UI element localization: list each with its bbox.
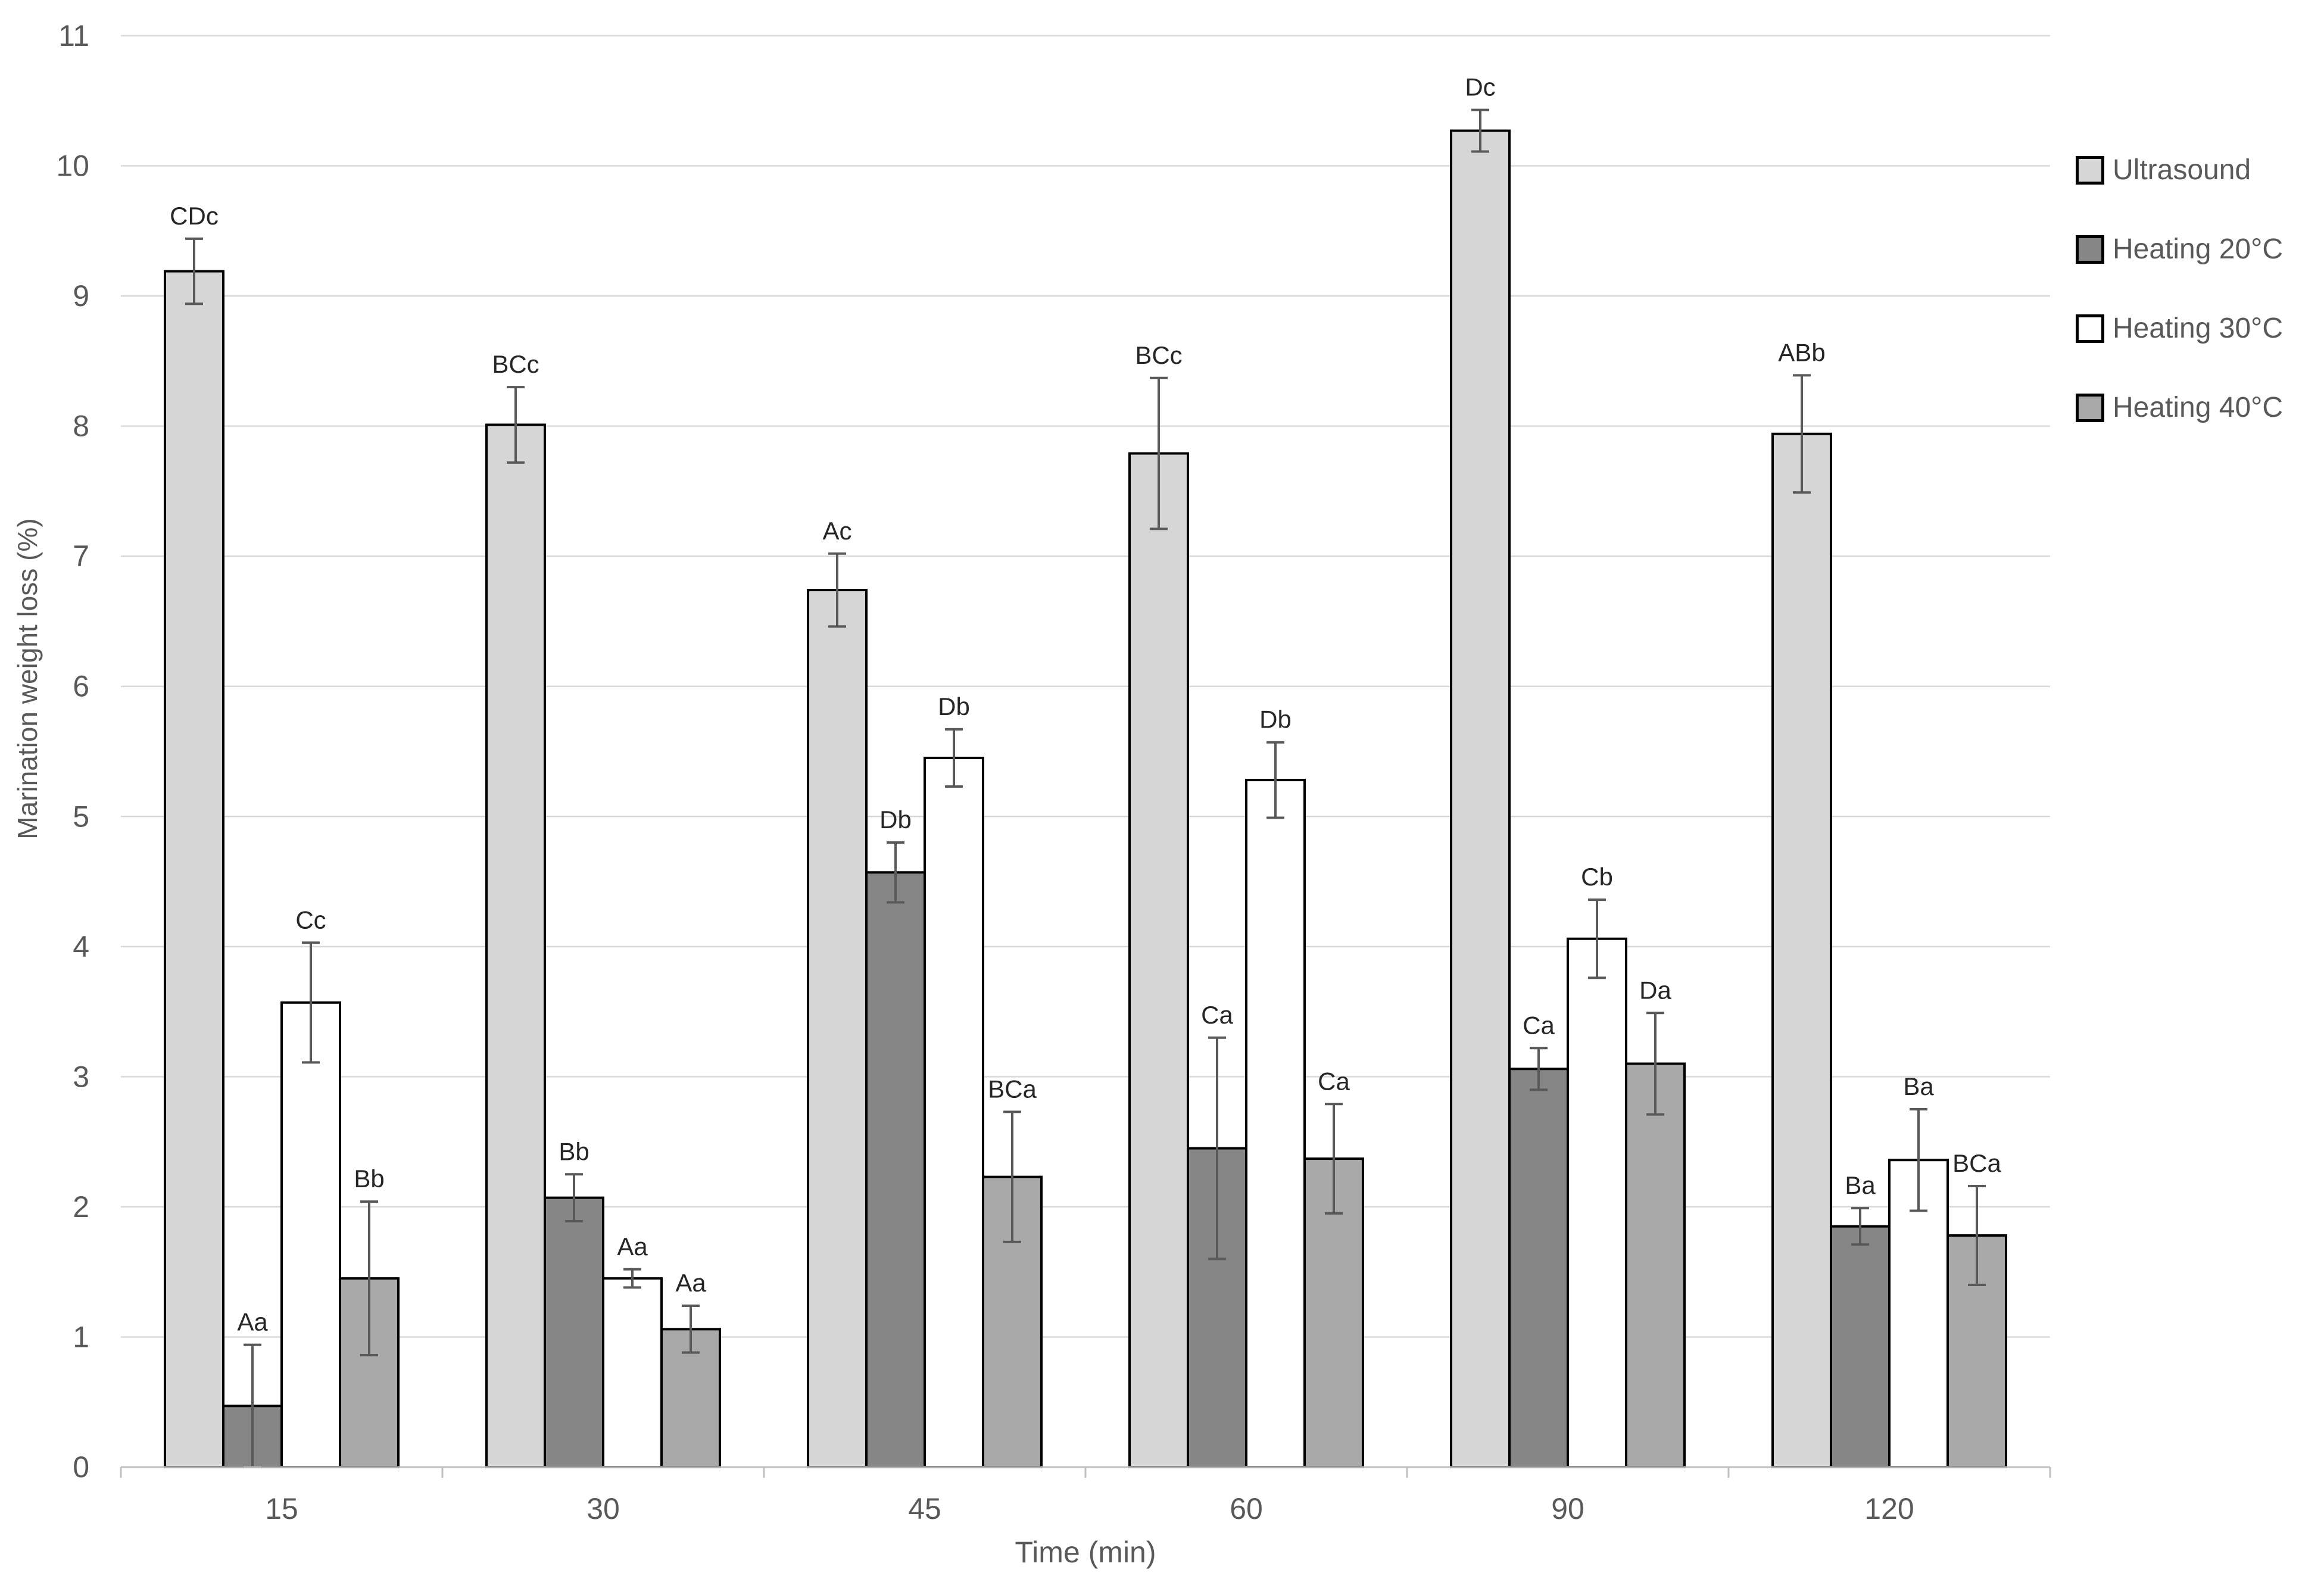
x-tick-label: 120 — [1864, 1492, 1914, 1525]
y-tick-label: 3 — [73, 1060, 89, 1093]
y-tick-label: 1 — [73, 1320, 89, 1353]
x-tick-label: 30 — [587, 1492, 620, 1525]
y-axis-title: Marination weight loss (%) — [12, 518, 43, 840]
bar-significance-label: Db — [1259, 706, 1292, 734]
legend-item-ultrasound: Ultrasound — [2076, 154, 2283, 186]
x-tick-label: 15 — [265, 1492, 298, 1525]
y-tick-label: 10 — [56, 149, 89, 183]
y-tick-label: 2 — [73, 1190, 89, 1224]
bar — [1450, 129, 1511, 1469]
legend-label: Heating 40°C — [2113, 392, 2284, 423]
bar-significance-label: Da — [1639, 976, 1671, 1004]
bar-significance-label: Cb — [1581, 863, 1613, 891]
bar — [1625, 1062, 1686, 1468]
bar-significance-label: BCa — [1952, 1149, 2001, 1177]
y-tick-label: 4 — [73, 930, 89, 963]
bar — [1508, 1068, 1569, 1468]
bar — [1245, 779, 1306, 1468]
bar — [485, 423, 546, 1468]
bar-significance-label: Ba — [1903, 1072, 1934, 1100]
y-tick-label: 0 — [73, 1450, 89, 1484]
bar — [1771, 432, 1832, 1468]
y-tick-label: 9 — [73, 279, 89, 313]
bar-significance-label: Ac — [822, 517, 851, 545]
legend-swatch-icon — [2076, 393, 2104, 422]
bar-significance-label: ABb — [1778, 338, 1825, 366]
bar — [1830, 1225, 1891, 1468]
legend-item-heating-40-c: Heating 40°C — [2076, 391, 2283, 424]
bar — [1128, 452, 1189, 1468]
bar-significance-label: Ba — [1845, 1171, 1876, 1199]
bar-significance-label: Ca — [1201, 1001, 1233, 1029]
y-tick-label: 7 — [73, 539, 89, 573]
legend-item-heating-20-c: Heating 20°C — [2076, 233, 2283, 266]
bar-significance-label: Db — [938, 692, 970, 720]
legend-swatch-icon — [2076, 314, 2104, 343]
bar — [924, 756, 984, 1468]
bar-significance-label: Ca — [1523, 1011, 1555, 1039]
bar — [1567, 937, 1627, 1468]
legend-label: Heating 20°C — [2113, 233, 2284, 265]
y-tick-label: 5 — [73, 800, 89, 833]
y-tick-label: 11 — [58, 19, 89, 52]
bar — [865, 871, 926, 1469]
legend-swatch-icon — [2076, 235, 2104, 264]
legend-label: Ultrasound — [2113, 154, 2251, 186]
bar-significance-label: Ca — [1318, 1067, 1350, 1095]
bar-significance-label: Db — [879, 806, 912, 834]
bar-significance-label: Bb — [354, 1165, 384, 1193]
y-tick-label: 6 — [73, 670, 89, 703]
x-tick-label: 90 — [1551, 1492, 1584, 1525]
x-tick-label: 60 — [1230, 1492, 1263, 1525]
bar-significance-label: Dc — [1465, 73, 1495, 101]
y-tick-label: 8 — [73, 410, 89, 443]
legend: Ultrasound Heating 20°C Heating 30°C Heatin… — [2076, 154, 2283, 470]
bar — [602, 1277, 663, 1469]
bar-significance-label: CDc — [170, 202, 219, 230]
bar-significance-label: Cc — [295, 906, 326, 934]
x-tick-label: 45 — [908, 1492, 941, 1525]
bar — [280, 1001, 341, 1468]
bar-significance-label: BCc — [1135, 341, 1182, 369]
legend-item-heating-30-c: Heating 30°C — [2076, 312, 2283, 345]
bar-significance-label: Bb — [559, 1137, 589, 1165]
bar-significance-label: Aa — [617, 1232, 648, 1260]
legend-swatch-icon — [2076, 155, 2104, 185]
bar — [164, 270, 224, 1468]
bar — [807, 589, 868, 1468]
bar-significance-label: BCc — [492, 350, 539, 378]
legend-label: Heating 30°C — [2113, 313, 2284, 344]
bar-significance-label: Aa — [675, 1269, 706, 1297]
x-axis-title: Time (min) — [1015, 1536, 1156, 1569]
bar-significance-label: Aa — [237, 1308, 268, 1336]
bar — [544, 1196, 604, 1469]
bar-significance-label: BCa — [988, 1075, 1037, 1103]
